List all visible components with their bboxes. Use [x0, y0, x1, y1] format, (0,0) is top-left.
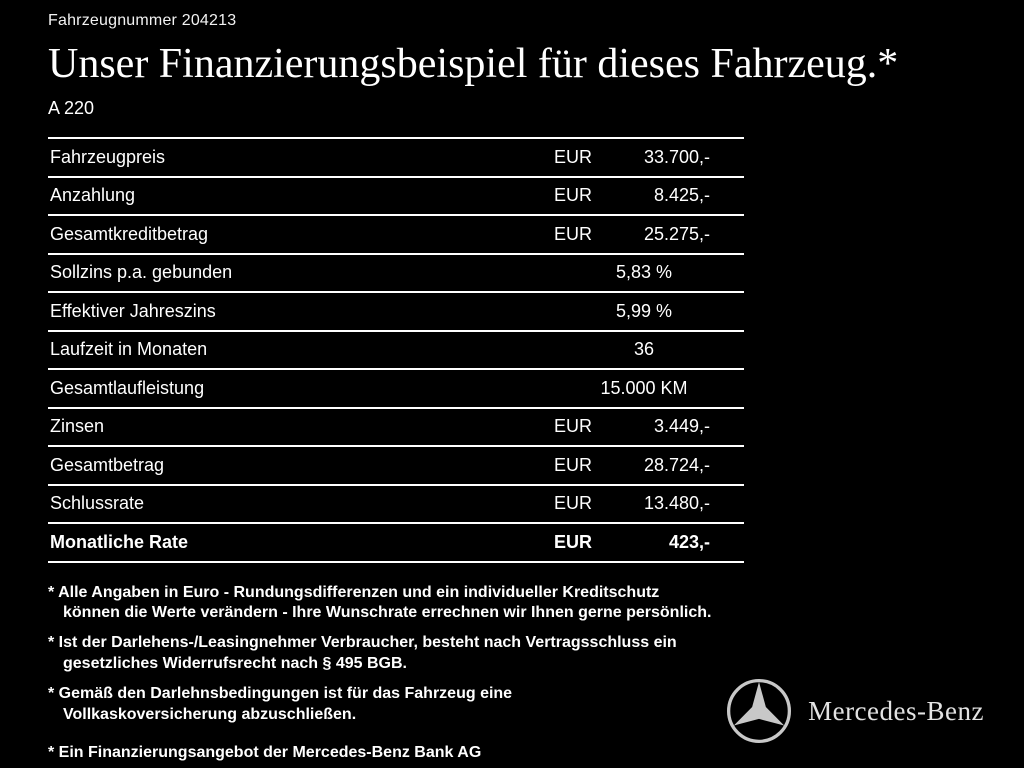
- row-currency: EUR: [554, 531, 593, 552]
- row-value: 36: [633, 339, 655, 360]
- row-value: 5,99 %: [615, 300, 673, 321]
- table-row: Gesamtlaufleistung 15.000 KM: [48, 368, 744, 407]
- footnotes: * Alle Angaben in Euro - Rundungsdiffere…: [48, 583, 808, 765]
- row-values: EUR 13.480,-: [554, 493, 744, 514]
- row-label: Anzahlung: [50, 185, 136, 206]
- row-values: EUR 28.724,-: [554, 455, 744, 476]
- row-value: 8.425,-: [653, 185, 710, 206]
- row-label: Gesamtkreditbetrag: [50, 223, 209, 244]
- row-label: Effektiver Jahreszins: [50, 300, 216, 321]
- row-values: EUR 8.425,-: [554, 185, 744, 206]
- row-values: EUR 25.275,-: [554, 224, 744, 245]
- row-currency: EUR: [554, 185, 593, 206]
- row-currency: EUR: [554, 416, 593, 437]
- financing-table: Fahrzeugpreis EUR 33.700,- Anzahlung EUR 8.42…: [48, 137, 744, 563]
- table-row: Zinsen EUR 3.449,-: [48, 406, 744, 446]
- row-values: 5,83 %: [554, 262, 744, 283]
- row-values: EUR 3.449,-: [554, 416, 744, 437]
- table-row: Monatliche Rate EUR 423,-: [48, 522, 744, 563]
- row-label: Monatliche Rate: [50, 531, 189, 552]
- table-row: Fahrzeugpreis EUR 33.700,-: [48, 137, 744, 176]
- row-currency: EUR: [554, 454, 593, 475]
- mercedes-star-icon: [727, 678, 792, 744]
- row-label: Gesamtbetrag: [50, 454, 165, 475]
- brand-name: Mercedes-Benz: [808, 695, 984, 726]
- table-row: Gesamtbetrag EUR 28.724,-: [48, 445, 744, 484]
- row-currency: EUR: [554, 493, 593, 514]
- row-values: 36: [554, 339, 744, 360]
- table-row: Anzahlung EUR 8.425,-: [48, 175, 744, 215]
- vehicle-model: A 220: [48, 98, 95, 119]
- row-value: 33.700,-: [643, 146, 710, 167]
- row-value: 423,-: [668, 531, 710, 552]
- table-row: Effektiver Jahreszins 5,99 %: [48, 291, 744, 330]
- table-row: Laufzeit in Monaten 36: [48, 329, 744, 369]
- footnote: * Gemäß den Darlehnsbedingungen ist für …: [48, 684, 513, 723]
- table-row: Gesamtkreditbetrag EUR 25.275,-: [48, 214, 744, 253]
- row-value: 15.000 KM: [600, 377, 688, 398]
- row-values: EUR 423,-: [554, 532, 744, 553]
- row-value: 25.275,-: [643, 223, 710, 244]
- row-label: Sollzins p.a. gebunden: [50, 262, 233, 283]
- row-value: 13.480,-: [643, 493, 710, 514]
- row-currency: EUR: [554, 223, 593, 244]
- row-currency: EUR: [554, 146, 593, 167]
- row-label: Fahrzeugpreis: [50, 146, 166, 167]
- row-value: 28.724,-: [643, 454, 710, 475]
- row-label: Gesamtlaufleistung: [50, 377, 205, 398]
- table-row: Sollzins p.a. gebunden 5,83 %: [48, 252, 744, 292]
- row-value: 5,83 %: [615, 262, 673, 283]
- brand-footer: Mercedes-Benz: [726, 678, 984, 744]
- vehicle-number: Fahrzeugnummer 204213: [48, 12, 237, 29]
- row-label: Schlussrate: [50, 493, 145, 514]
- row-values: 5,99 %: [554, 301, 744, 322]
- footnote: * Ist der Darlehens-/Leasingnehmer Verbr…: [48, 634, 677, 672]
- row-values: EUR 33.700,-: [554, 147, 744, 168]
- row-value: 3.449,-: [653, 416, 710, 437]
- footnote: * Alle Angaben in Euro - Rundungsdiffere…: [48, 583, 712, 622]
- table-row: Schlussrate EUR 13.480,-: [48, 483, 744, 523]
- row-label: Zinsen: [50, 416, 105, 437]
- row-label: Laufzeit in Monaten: [50, 339, 208, 360]
- page-title: Unser Finanzierungsbeispiel für dieses F…: [48, 41, 899, 87]
- row-values: 15.000 KM: [554, 378, 744, 399]
- footnote: * Ein Finanzierungsangebot der Mercedes-…: [48, 744, 482, 762]
